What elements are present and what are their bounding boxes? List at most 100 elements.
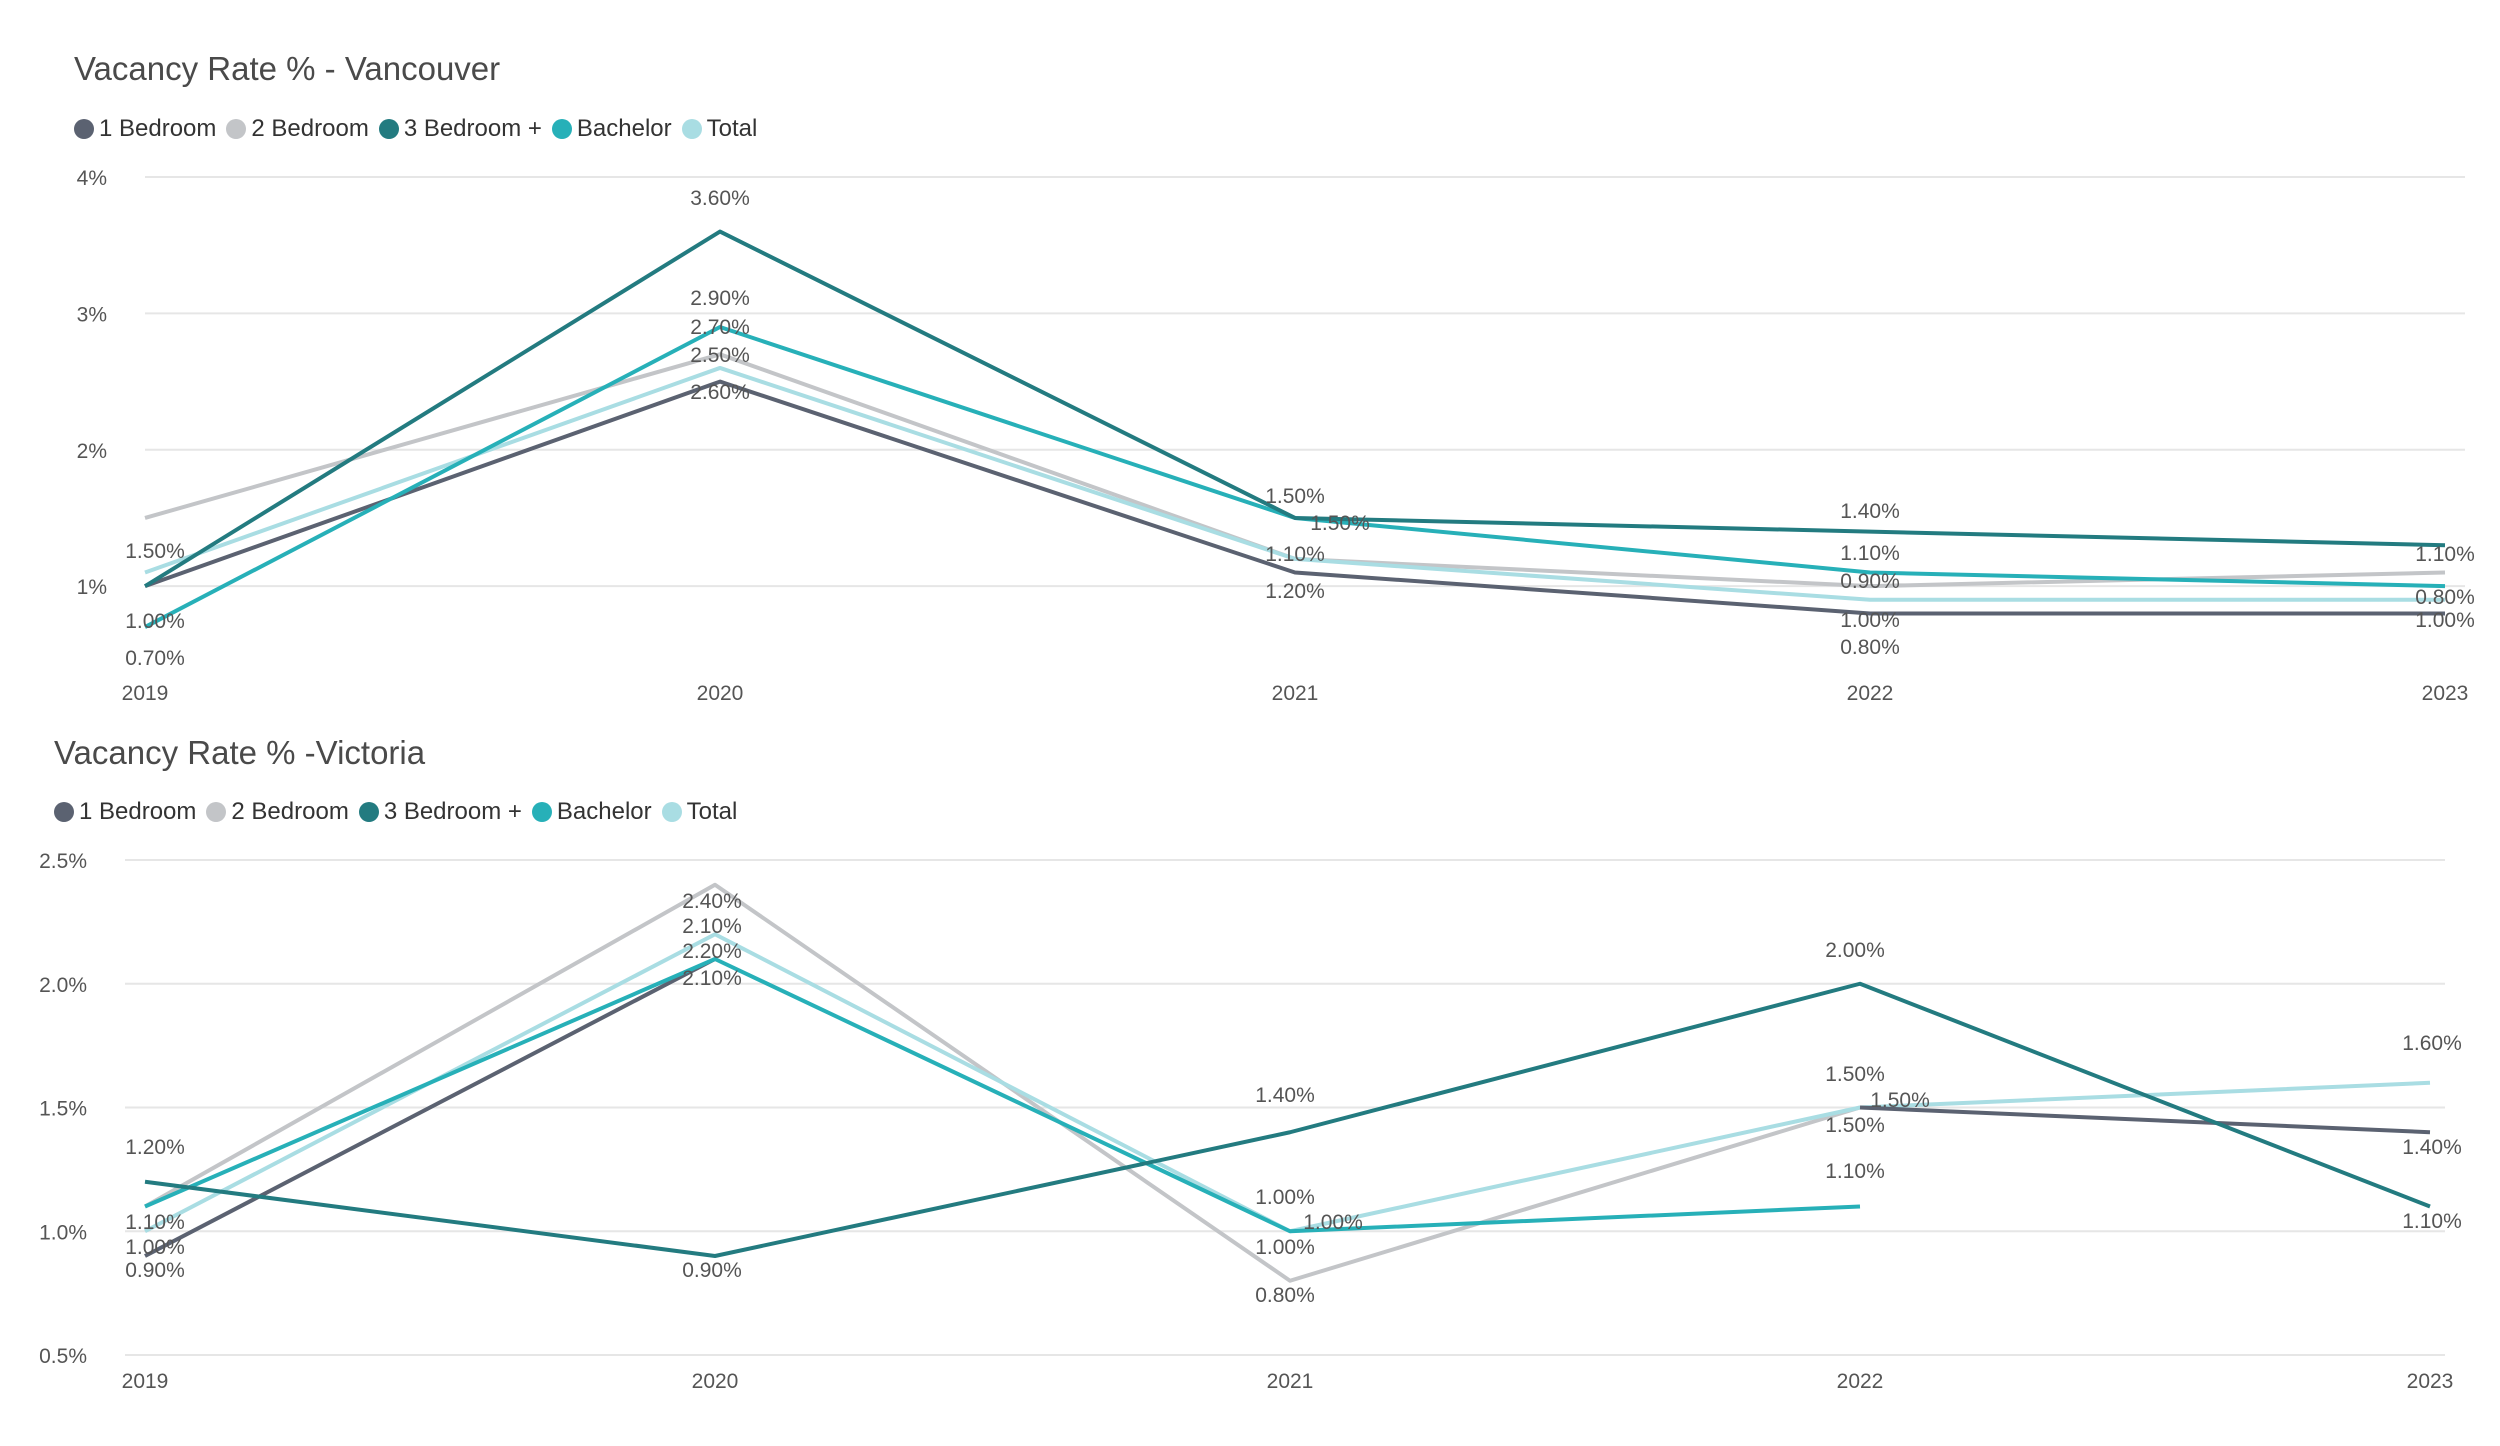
series-line xyxy=(144,957,1861,1234)
legend-item[interactable]: Bachelor xyxy=(531,798,652,826)
legend-label: 3 Bedroom + xyxy=(403,115,542,142)
data-label: 0.90% xyxy=(1840,570,1900,593)
legend-label: Total xyxy=(686,798,738,825)
data-label: 1.50% xyxy=(1870,1089,1930,1112)
legend-item[interactable]: 2 Bedroom xyxy=(206,798,349,826)
data-label: 2.00% xyxy=(1825,939,1885,962)
legend-item[interactable]: 2 Bedroom xyxy=(226,115,369,143)
chart-title: Vacancy Rate % -Victoria xyxy=(54,734,426,771)
series-line xyxy=(143,229,2446,588)
series-line xyxy=(144,957,716,1258)
data-label: 1.40% xyxy=(2402,1136,2462,1159)
data-label: 1.00% xyxy=(1303,1211,1363,1234)
data-label: 1.10% xyxy=(125,1211,185,1234)
data-label: 1.10% xyxy=(2415,543,2475,566)
data-label: 1.20% xyxy=(125,1136,185,1159)
legend-label: 2 Bedroom xyxy=(231,798,349,825)
x-tick-label: 2019 xyxy=(122,1370,169,1393)
x-tick-label: 2023 xyxy=(2407,1370,2454,1393)
series-line xyxy=(1859,1105,2431,1135)
legend-marker-icon xyxy=(74,119,94,139)
data-label: 1.00% xyxy=(125,610,185,633)
chart-legend: 1 Bedroom 2 Bedroom 3 Bedroom + Bachelor… xyxy=(54,798,747,826)
legend-item[interactable]: Bachelor xyxy=(551,115,672,143)
x-tick-label: 2022 xyxy=(1837,1370,1884,1393)
data-label: 2.50% xyxy=(690,344,750,367)
data-label: 1.10% xyxy=(1265,543,1325,566)
y-tick-label: 3% xyxy=(77,303,107,326)
data-label: 1.60% xyxy=(2402,1032,2462,1055)
x-tick-label: 2021 xyxy=(1267,1370,1314,1393)
legend-item[interactable]: 1 Bedroom xyxy=(74,115,216,143)
data-label: 1.00% xyxy=(2415,609,2475,632)
data-label: 1.00% xyxy=(1255,1236,1315,1259)
series-line xyxy=(144,379,2445,616)
y-tick-label: 4% xyxy=(77,167,107,190)
data-label: 0.80% xyxy=(1840,636,1900,659)
x-tick-label: 2019 xyxy=(122,682,169,705)
x-tick-label: 2020 xyxy=(697,682,744,705)
legend-item[interactable]: 3 Bedroom + xyxy=(378,115,542,143)
legend-item[interactable]: 1 Bedroom xyxy=(54,798,196,826)
data-label: 1.50% xyxy=(125,540,185,563)
legend-marker-icon xyxy=(226,119,247,139)
legend-marker-icon xyxy=(661,802,682,822)
legend-marker-icon xyxy=(358,802,379,822)
data-label: 1.10% xyxy=(2402,1210,2462,1233)
legend-marker-icon xyxy=(531,802,552,822)
victoria-line-chart: 0.5% 1.0% 1.5% 2.0% 2.5% 2019 2020 2021 2022 2023… xyxy=(39,850,2462,1393)
data-label: 0.80% xyxy=(1255,1284,1315,1307)
data-label: 2.70% xyxy=(690,316,750,339)
chart-legend: 1 Bedroom 2 Bedroom 3 Bedroom + Bachelor… xyxy=(74,115,767,143)
data-label: 2.40% xyxy=(682,890,742,913)
legend-label: 1 Bedroom xyxy=(79,798,197,825)
victoria-chart-panel: Vacancy Rate % -Victoria 1 Bedroom 2 Bed… xyxy=(0,720,2500,1446)
x-tick-label: 2020 xyxy=(692,1370,739,1393)
legend-marker-icon xyxy=(378,119,399,139)
data-label: 1.00% xyxy=(1255,1186,1315,1209)
legend-label: 3 Bedroom + xyxy=(383,798,522,825)
data-label: 1.10% xyxy=(1840,542,1900,565)
y-tick-label: 1.5% xyxy=(39,1098,87,1121)
legend-label: 1 Bedroom xyxy=(99,115,217,142)
vancouver-line-chart: 1%2%3%4%2019 2020 2021 2022 20231.50%1.00%0.… xyxy=(77,167,2475,705)
legend-item[interactable]: Total xyxy=(661,798,738,826)
data-label: 0.70% xyxy=(125,647,185,670)
series-line xyxy=(144,981,2431,1258)
data-label: 1.20% xyxy=(1265,580,1325,603)
y-tick-label: 2.0% xyxy=(39,974,87,997)
legend-label: Bachelor xyxy=(576,115,672,142)
data-label: 1.50% xyxy=(1825,1114,1885,1137)
data-label: 1.50% xyxy=(1310,512,1370,535)
data-label: 2.60% xyxy=(690,381,750,404)
data-label: 1.40% xyxy=(1255,1084,1315,1107)
y-tick-label: 2.5% xyxy=(39,850,87,873)
legend-marker-icon xyxy=(681,119,702,139)
data-label: 2.10% xyxy=(682,967,742,990)
data-label: 0.90% xyxy=(682,1259,742,1282)
data-label: 2.10% xyxy=(682,915,742,938)
y-tick-label: 2% xyxy=(77,440,107,463)
x-tick-label: 2021 xyxy=(1272,682,1319,705)
legend-label: Bachelor xyxy=(556,798,652,825)
chart-title: Vacancy Rate % - Vancouver xyxy=(74,50,501,87)
legend-label: 2 Bedroom xyxy=(251,115,369,142)
legend-label: Total xyxy=(706,115,758,142)
data-label: 1.10% xyxy=(1825,1160,1885,1183)
legend-item[interactable]: Total xyxy=(681,115,758,143)
legend-marker-icon xyxy=(54,802,74,822)
legend-marker-icon xyxy=(206,802,227,822)
data-label: 3.60% xyxy=(690,187,750,210)
data-label: 2.90% xyxy=(690,287,750,310)
data-label: 1.40% xyxy=(1840,500,1900,523)
y-tick-label: 0.5% xyxy=(39,1345,87,1368)
data-label: 1.50% xyxy=(1265,485,1325,508)
series-line xyxy=(144,365,2445,602)
data-label: 2.20% xyxy=(682,940,742,963)
data-label: 1.00% xyxy=(1840,609,1900,632)
legend-marker-icon xyxy=(551,119,572,139)
data-label: 1.50% xyxy=(1825,1063,1885,1086)
x-tick-label: 2023 xyxy=(2422,682,2469,705)
y-tick-label: 1.0% xyxy=(39,1221,87,1244)
legend-item[interactable]: 3 Bedroom + xyxy=(358,798,522,826)
